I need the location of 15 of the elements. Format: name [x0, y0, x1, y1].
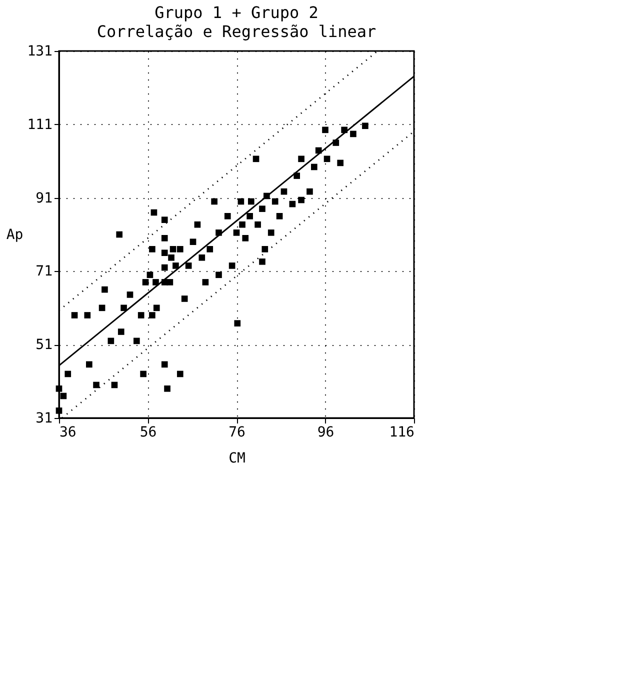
- x-tick-label: 116: [389, 424, 414, 440]
- y-tick-label: 131: [27, 44, 52, 60]
- chart-subtitle: Correlação e Regressão linear: [96, 22, 377, 41]
- y-tick-label: 71: [36, 264, 52, 280]
- x-axis-title: CM: [228, 450, 246, 466]
- chart-title: Grupo 1 + Grupo 2: [154, 3, 318, 22]
- x-tick-label: 56: [140, 424, 157, 440]
- y-tick-label: 51: [36, 337, 52, 354]
- x-tick-label: 36: [60, 424, 76, 440]
- y-axis-title: Ap: [6, 227, 24, 243]
- x-tick-label: 76: [228, 424, 246, 440]
- y-tick-label: 111: [27, 116, 52, 133]
- y-tick-label: 91: [36, 190, 52, 206]
- y-tick-label: 31: [36, 410, 52, 426]
- x-tick-label: 96: [317, 424, 334, 440]
